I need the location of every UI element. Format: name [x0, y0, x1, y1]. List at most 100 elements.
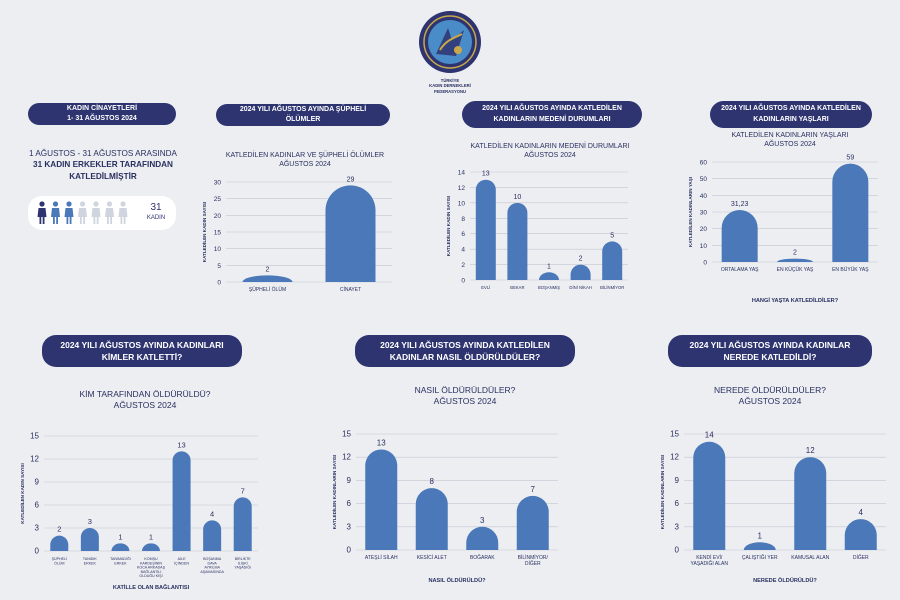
y-tick-label: 6: [461, 231, 465, 238]
woman-figure-leg: [107, 217, 109, 224]
bar-value-label: 1: [118, 532, 122, 541]
y-tick-label: 0: [217, 280, 221, 287]
y-tick-label: 6: [347, 499, 352, 508]
panel-header-perpetrators: 2024 YILI AĞUSTOS AYINDA KADINLARI KİMLE…: [42, 335, 242, 367]
bar-value-label: 13: [377, 438, 386, 447]
woman-figure-body: [91, 208, 101, 217]
woman-figure-leg: [80, 217, 82, 224]
x-tick-label: DİĞER: [853, 554, 869, 561]
bar: [539, 272, 559, 280]
bar: [693, 441, 726, 550]
bar: [832, 163, 869, 262]
woman-figure-body: [105, 208, 114, 217]
bar: [242, 275, 293, 282]
summary-line-3: KATLEDİLMİŞTİR: [69, 171, 137, 181]
woman-figure-leg: [120, 217, 123, 224]
bar-value-label: 2: [57, 525, 61, 534]
bar-value-label: 3: [88, 517, 92, 526]
bar-value-label: 7: [531, 485, 536, 494]
chart-title-suspicious-deaths: KATLEDİLEN KADINLAR VE ŞÜPHELİ ÖLÜMLER A…: [210, 151, 400, 170]
bar: [475, 179, 496, 280]
woman-figure-leg: [66, 217, 69, 224]
woman-figure-body: [37, 208, 47, 217]
chart-title-line: AĞUSTOS 2024: [279, 161, 331, 169]
summary-line-2: 31 KADIN ERKEKLER TARAFINDAN: [33, 160, 173, 170]
chart-title-line: AĞUSTOS 2024: [524, 152, 576, 160]
x-axis-label: KATİLLE OLAN BAĞLANTISI: [113, 583, 190, 591]
y-tick-label: 3: [35, 524, 40, 533]
bar: [466, 526, 499, 550]
chart-title-locations: NEREDE ÖLDÜRÜLDÜLER? AĞUSTOS 2024: [685, 385, 855, 408]
x-tick-label: KESİCİ ALET: [417, 554, 447, 561]
y-axis-label: KATLEDİLEN KADIN SAYISI: [445, 196, 451, 257]
bar: [570, 264, 591, 280]
panel-header-line: KADINLARIN YAŞLARI: [753, 115, 829, 123]
bar: [516, 495, 549, 550]
x-tick-label: BEKAR: [510, 285, 524, 290]
y-tick-label: 9: [35, 478, 40, 487]
y-tick-label: 5: [217, 263, 221, 270]
chart-title-marital-status: KATLEDİLEN KADINLARIN MEDENİ DURUMLARI A…: [455, 142, 645, 161]
bar: [50, 535, 69, 551]
bar-value-label: 13: [482, 171, 490, 178]
x-tick-label: EVLİ: [481, 285, 490, 290]
x-tick-label: CİNAYET: [340, 286, 361, 293]
x-tick-label: BOŞANMA DAVA AYRILMA AŞAMASINDA: [200, 557, 224, 574]
y-tick-label: 30: [700, 210, 708, 217]
y-tick-label: 30: [214, 180, 222, 187]
woman-figure-leg: [96, 217, 99, 224]
y-tick-label: 12: [342, 453, 351, 462]
panel-header-marital-status: 2024 YILI AĞUSTOS AYINDA KATLEDİLEN KADI…: [462, 101, 642, 128]
victim-count: 31: [150, 202, 162, 213]
bar: [172, 451, 191, 551]
y-tick-label: 8: [461, 216, 465, 223]
bar-value-label: 5: [610, 232, 614, 239]
y-tick-label: 0: [347, 546, 352, 555]
y-tick-label: 9: [347, 476, 352, 485]
bar-value-label: 1: [758, 531, 763, 540]
woman-figure-head: [93, 201, 99, 207]
y-tick-label: 0: [461, 278, 465, 285]
panel-header-methods: 2024 YILI AĞUSTOS AYINDA KATLEDİLEN KADI…: [355, 335, 575, 367]
y-tick-label: 4: [461, 247, 465, 254]
bar-value-label: 4: [859, 508, 864, 517]
woman-figure-leg: [123, 217, 126, 224]
woman-figure-leg: [69, 217, 72, 224]
bar-value-label: 29: [347, 176, 355, 183]
bar: [721, 209, 758, 262]
woman-figure-head: [52, 201, 59, 207]
x-tick-label: DİNİ NİKAH: [569, 285, 591, 290]
y-axis-label: KATLEDİLEN KADINLARIN SAYISI: [331, 455, 337, 530]
bar: [233, 497, 252, 551]
y-tick-label: 15: [214, 230, 222, 237]
woman-figure-head: [39, 201, 45, 207]
bar: [602, 241, 623, 280]
x-tick-label: BİLİNMİYOR: [600, 285, 624, 290]
chart-title-line: KİM TARAFINDAN ÖLDÜRÜLDÜ?: [79, 389, 211, 399]
y-tick-label: 10: [458, 200, 466, 207]
chart-methods: 0 3 6 9 12 15 KATLEDİLEN KADINLARIN SAYISI 13 AT…: [331, 430, 558, 584]
woman-figure-leg: [39, 217, 42, 224]
bar: [203, 520, 222, 551]
chart-title-line: NEREDE ÖLDÜRÜLDÜLER?: [714, 385, 826, 395]
woman-figure-leg: [110, 217, 112, 224]
logo-line-3: FEDERASYONU: [433, 88, 467, 94]
victim-count-label: KADIN: [146, 215, 166, 221]
y-tick-label: 0: [703, 260, 707, 267]
chart-title-line: NASIL ÖLDÜRÜLDÜLER?: [414, 385, 516, 395]
panel-header-line: KADINLAR NASIL ÖLDÜRÜLDÜLER?: [389, 352, 541, 362]
y-axis-label: KATLEDİLEN KADIN SAYISI: [19, 463, 25, 524]
bar-value-label: 10: [514, 194, 522, 201]
bar: [415, 488, 448, 550]
summary-header-title: KADIN CİNAYETLERİ: [66, 104, 138, 112]
y-tick-label: 3: [347, 522, 352, 531]
woman-figure-body: [78, 208, 87, 217]
bar: [325, 185, 376, 282]
y-tick-label: 20: [700, 226, 708, 233]
y-axis-label: KATLEDİLEN KADINLARIN YAŞI: [687, 177, 693, 247]
y-tick-label: 9: [675, 476, 680, 485]
x-tick-label: ŞÜPHELİ ÖLÜM: [249, 286, 286, 293]
victim-count-card: 31 KADIN: [28, 196, 176, 230]
panel-header-suspicious-deaths: 2024 YILI AĞUSTOS AYINDA ŞÜPHELİ ÖLÜMLER: [216, 104, 390, 126]
